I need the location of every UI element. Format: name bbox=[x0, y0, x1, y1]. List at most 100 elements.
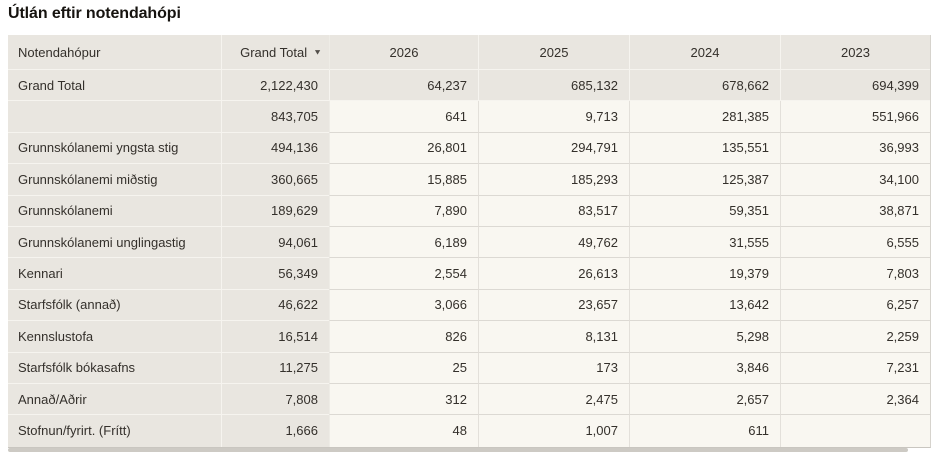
table-row: Starfsfólk (annað) 46,622 3,066 23,657 1… bbox=[8, 289, 930, 322]
table-row: Grunnskólanemi 189,629 7,890 83,517 59,3… bbox=[8, 195, 930, 227]
value-cell: 7,890 bbox=[329, 195, 478, 227]
table-row: Grunnskólanemi miðstig 360,665 15,885 18… bbox=[8, 164, 930, 196]
row-label-cell: Starfsfólk (annað) bbox=[8, 289, 221, 322]
row-label: Starfsfólk (annað) bbox=[18, 297, 121, 313]
table-body: Grand Total 2,122,430 64,237 685,132 678… bbox=[8, 70, 930, 447]
value-cell: 16,514 bbox=[221, 321, 329, 353]
table-row: Grunnskólanemi yngsta stig 494,136 26,80… bbox=[8, 132, 930, 165]
value-cell: 11,275 bbox=[221, 352, 329, 384]
pivot-table: Notendahópur Grand Total ▼ 2026 2025 202… bbox=[8, 35, 931, 448]
table-row: 843,705 641 9,713 281,385 551,966 bbox=[8, 101, 930, 133]
value-cell: 19,379 bbox=[629, 258, 780, 290]
value-cell: 173 bbox=[478, 352, 629, 384]
value-cell: 281,385 bbox=[629, 101, 780, 133]
value-cell: 611 bbox=[629, 415, 780, 447]
value-cell: 23,657 bbox=[478, 289, 629, 322]
row-label: Kennari bbox=[18, 266, 63, 282]
column-header-2026[interactable]: 2026 bbox=[329, 35, 478, 70]
table-row: Annað/Aðrir 7,808 312 2,475 2,657 2,364 bbox=[8, 383, 930, 416]
column-header-label: Grand Total bbox=[240, 44, 308, 60]
value-cell: 2,122,430 bbox=[221, 70, 329, 102]
value-cell: 46,622 bbox=[221, 289, 329, 322]
value-cell: 15,885 bbox=[329, 164, 478, 196]
row-label-cell: Starfsfólk bókasafns bbox=[8, 352, 221, 384]
column-header-2025[interactable]: 2025 bbox=[478, 35, 629, 70]
value-cell: 25 bbox=[329, 352, 478, 384]
row-label-cell: Grunnskólanemi miðstig bbox=[8, 164, 221, 196]
value-cell: 3,066 bbox=[329, 289, 478, 322]
value-cell: 826 bbox=[329, 321, 478, 353]
row-label-cell: Kennslustofa bbox=[8, 321, 221, 353]
value-cell: 5,298 bbox=[629, 321, 780, 353]
row-label-cell: Kennari bbox=[8, 258, 221, 290]
value-cell: 678,662 bbox=[629, 70, 780, 102]
value-cell: 294,791 bbox=[478, 132, 629, 165]
sort-descending-icon: ▼ bbox=[313, 47, 322, 56]
row-label-cell: Grunnskólanemi yngsta stig bbox=[8, 132, 221, 165]
value-cell: 2,475 bbox=[478, 383, 629, 416]
column-header-label: 2025 bbox=[539, 44, 569, 60]
value-cell: 185,293 bbox=[478, 164, 629, 196]
column-header-label: 2026 bbox=[389, 44, 419, 60]
value-cell: 189,629 bbox=[221, 195, 329, 227]
value-cell: 843,705 bbox=[221, 101, 329, 133]
value-cell: 135,551 bbox=[629, 132, 780, 165]
value-cell: 7,231 bbox=[780, 352, 930, 384]
row-label: Annað/Aðrir bbox=[18, 391, 87, 407]
value-cell: 7,803 bbox=[780, 258, 930, 290]
table-row: Grunnskólanemi unglingastig 94,061 6,189… bbox=[8, 226, 930, 259]
row-label-cell: Grunnskólanemi bbox=[8, 195, 221, 227]
row-label: Starfsfólk bókasafns bbox=[18, 360, 136, 376]
value-cell: 551,966 bbox=[780, 101, 930, 133]
table-header-row: Notendahópur Grand Total ▼ 2026 2025 202… bbox=[8, 35, 930, 70]
table-row: Starfsfólk bókasafns 11,275 25 173 3,846… bbox=[8, 352, 930, 384]
value-cell: 38,871 bbox=[780, 195, 930, 227]
column-header-notendahopur[interactable]: Notendahópur bbox=[8, 35, 221, 70]
value-cell: 36,993 bbox=[780, 132, 930, 165]
value-cell: 48 bbox=[329, 415, 478, 447]
horizontal-scrollbar[interactable] bbox=[8, 448, 930, 452]
value-cell: 6,555 bbox=[780, 226, 930, 259]
column-header-label: 2024 bbox=[690, 44, 720, 60]
row-label: Stofnun/fyrirt. (Frítt) bbox=[18, 423, 131, 439]
table-row: Grand Total 2,122,430 64,237 685,132 678… bbox=[8, 70, 930, 102]
value-cell: 49,762 bbox=[478, 226, 629, 259]
row-label-cell bbox=[8, 101, 221, 133]
value-cell: 94,061 bbox=[221, 226, 329, 259]
row-label: Grunnskólanemi yngsta stig bbox=[18, 140, 179, 156]
value-cell: 9,713 bbox=[478, 101, 629, 133]
row-label: Kennslustofa bbox=[18, 328, 94, 344]
row-label-cell: Grand Total bbox=[8, 70, 221, 102]
value-cell: 312 bbox=[329, 383, 478, 416]
value-cell: 2,259 bbox=[780, 321, 930, 353]
value-cell bbox=[780, 415, 930, 447]
row-label: Grand Total bbox=[18, 77, 85, 93]
value-cell: 7,808 bbox=[221, 383, 329, 416]
value-cell: 2,657 bbox=[629, 383, 780, 416]
value-cell: 2,554 bbox=[329, 258, 478, 290]
table-row: Stofnun/fyrirt. (Frítt) 1,666 48 1,007 6… bbox=[8, 415, 930, 447]
value-cell: 6,257 bbox=[780, 289, 930, 322]
value-cell: 494,136 bbox=[221, 132, 329, 165]
value-cell: 26,613 bbox=[478, 258, 629, 290]
value-cell: 1,007 bbox=[478, 415, 629, 447]
horizontal-scrollbar-thumb[interactable] bbox=[8, 448, 908, 452]
value-cell: 641 bbox=[329, 101, 478, 133]
value-cell: 694,399 bbox=[780, 70, 930, 102]
column-header-grand-total[interactable]: Grand Total ▼ bbox=[221, 35, 329, 70]
value-cell: 8,131 bbox=[478, 321, 629, 353]
page-title: Útlán eftir notendahópi bbox=[8, 5, 181, 22]
value-cell: 59,351 bbox=[629, 195, 780, 227]
column-header-2024[interactable]: 2024 bbox=[629, 35, 780, 70]
table-row: Kennslustofa 16,514 826 8,131 5,298 2,25… bbox=[8, 321, 930, 353]
value-cell: 6,189 bbox=[329, 226, 478, 259]
value-cell: 13,642 bbox=[629, 289, 780, 322]
column-header-label: Notendahópur bbox=[18, 44, 101, 60]
value-cell: 125,387 bbox=[629, 164, 780, 196]
row-label-cell: Annað/Aðrir bbox=[8, 383, 221, 416]
value-cell: 2,364 bbox=[780, 383, 930, 416]
column-header-2023[interactable]: 2023 bbox=[780, 35, 930, 70]
row-label: Grunnskólanemi bbox=[18, 203, 113, 219]
value-cell: 34,100 bbox=[780, 164, 930, 196]
